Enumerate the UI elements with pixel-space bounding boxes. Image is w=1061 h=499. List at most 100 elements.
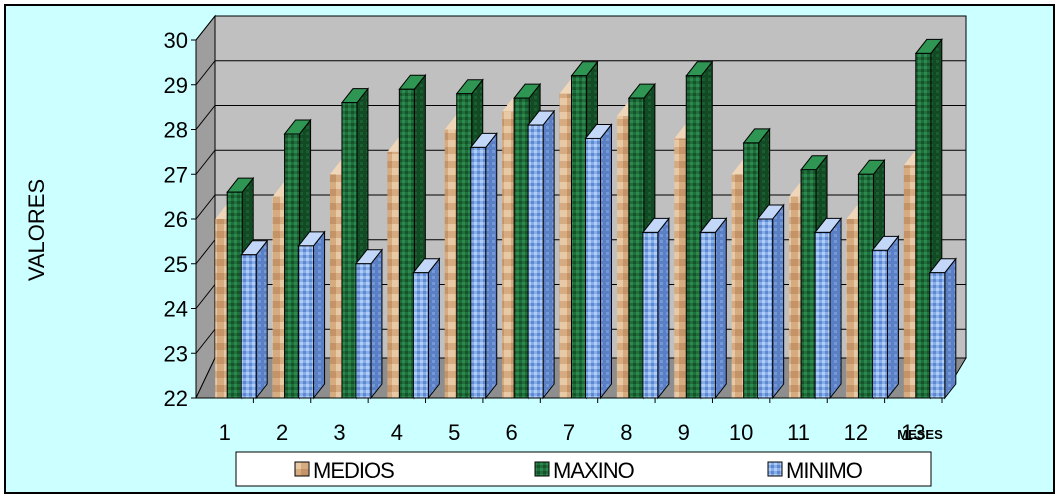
x-tick-label: 6 [505, 420, 517, 445]
gridline [195, 149, 216, 175]
bar-minimo-10-side [772, 203, 785, 400]
bar-minimo-1-side [255, 239, 268, 400]
bar-minimo-12 [871, 234, 900, 400]
legend-swatch-medios [294, 461, 310, 477]
bar-medios-4-front [387, 151, 403, 398]
bar-minimo-4 [412, 257, 441, 400]
bar-medios-5-front [444, 129, 460, 398]
bar-maxino-10-front [743, 142, 760, 399]
bar-maxino-6-front [513, 97, 530, 399]
bar-minimo-8-front [642, 231, 659, 399]
bar-minimo-8 [641, 216, 670, 400]
y-tick-label: 30 [164, 28, 188, 53]
x-tick-label: 12 [844, 420, 868, 445]
bar-maxino-7-front [571, 75, 587, 399]
bar-minimo-4-side [427, 257, 440, 400]
bar-minimo-1 [240, 239, 269, 400]
bar-maxino-2-front [284, 133, 301, 399]
x-tick-label: 13 [901, 420, 925, 445]
x-tick-label: 7 [563, 420, 575, 445]
bar-minimo-11-front [814, 231, 831, 399]
bar-minimo-2-front [298, 245, 315, 399]
x-tick-label: 4 [391, 420, 403, 445]
bar-minimo-12-front [871, 249, 888, 399]
bar-maxino-12-front [857, 173, 874, 399]
bar-minimo-13 [928, 257, 957, 400]
bar-minimo-7-front [585, 137, 601, 399]
legend-label-minimo: MINIMO [786, 458, 863, 483]
bar-minimo-2 [297, 230, 326, 400]
bar-minimo-10-front [757, 218, 774, 399]
y-tick-label: 29 [164, 73, 188, 98]
bar-minimo-7-side [600, 123, 612, 400]
gridline [195, 284, 216, 309]
bar-minimo-13-front [929, 272, 946, 399]
bar-medios-13-front [903, 165, 919, 398]
x-tick-label: 11 [787, 420, 810, 445]
bar-minimo-4-front [412, 272, 429, 399]
y-tick-label: 22 [164, 386, 188, 411]
bars [215, 37, 957, 400]
gridline [195, 328, 216, 354]
bar-minimo-3-side [370, 248, 383, 400]
bar-minimo-11-side [829, 216, 842, 400]
bar-minimo-5-front [470, 146, 487, 399]
x-tick-label: 1 [219, 420, 231, 445]
y-tick-label: 28 [164, 118, 188, 143]
bar-minimo-10 [756, 203, 785, 400]
bar-medios-6-front [502, 111, 518, 398]
bar-minimo-12-side [886, 234, 899, 400]
x-tick-label: 9 [678, 420, 690, 445]
bar-medios-3-front [329, 174, 345, 398]
x-axis-title: MESES [897, 427, 943, 442]
bar-medios-1-front [215, 219, 231, 398]
bar-maxino-4-front [398, 88, 415, 399]
bar-medios-8-front [616, 116, 632, 398]
gridline [195, 15, 216, 41]
bar-maxino-5-front [456, 93, 473, 399]
bar-minimo-3 [354, 248, 383, 400]
x-tick-label: 8 [620, 420, 632, 445]
x-axis-ticks: 1 2 3 4 5 6 7 8 9 10 11 12 13 [219, 398, 943, 445]
bar-minimo-3-front [355, 263, 372, 399]
legend-label-maxino: MAXINO [553, 458, 635, 483]
gridline [195, 60, 216, 86]
legend: MEDIOS MAXINO MINIMO [235, 451, 932, 487]
bar-minimo-9 [699, 216, 728, 400]
bar-minimo-7 [584, 123, 613, 400]
gridline [195, 194, 216, 220]
bar-minimo-9-side [714, 216, 727, 400]
bar-minimo-8-side [657, 216, 670, 400]
legend-label-medios: MEDIOS [313, 458, 394, 483]
bar-minimo-6-front [527, 124, 544, 399]
y-tick-label: 25 [164, 252, 188, 277]
x-tick-label: 10 [729, 420, 753, 445]
bar-maxino-9-front [685, 75, 702, 399]
bar-maxino-8-front [628, 97, 645, 399]
x-tick-label: 3 [333, 420, 345, 445]
bar-maxino-11-front [800, 169, 817, 399]
bar-minimo-5 [469, 131, 498, 400]
bar-minimo-6-side [542, 109, 555, 400]
y-tick-label: 27 [164, 162, 188, 187]
bar-medios-11-front [789, 196, 805, 398]
y-tick-label: 26 [164, 207, 188, 232]
bar-medios-2-front [272, 196, 288, 398]
legend-swatch-maxino [534, 461, 550, 477]
gridline [195, 239, 216, 265]
bar-minimo-2-side [313, 230, 326, 400]
bar-minimo-5-side [485, 131, 498, 400]
bar-minimo-13-side [944, 257, 957, 400]
bar-maxino-1-front [226, 191, 243, 399]
legend-box [235, 451, 932, 487]
x-tick-label: 5 [448, 420, 460, 445]
bar-minimo-1-front [240, 254, 257, 399]
bar-maxino-13-front [915, 52, 932, 399]
bar-medios-9-front [674, 138, 690, 398]
bar-maxino-3-front [341, 102, 358, 399]
legend-swatch-minimo [767, 461, 783, 477]
bar-minimo-9-front [699, 231, 716, 399]
y-axis-ticks: 22 23 24 25 26 27 28 29 30 [164, 28, 196, 411]
